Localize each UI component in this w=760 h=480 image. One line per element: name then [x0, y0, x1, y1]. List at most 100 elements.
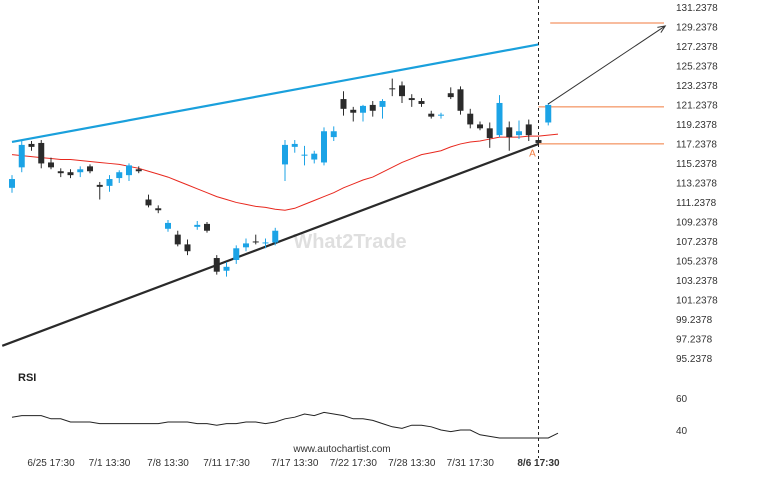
- time-axis: 6/25 17:30 7/1 13:30 7/8 13:30 7/11 17:30 7/…: [27, 458, 560, 469]
- candle-body: [496, 102, 503, 136]
- rsi-tick-label: 60: [676, 394, 688, 405]
- price-tick-label: 95.2378: [676, 354, 713, 365]
- forecast-arrow-line: [547, 25, 666, 105]
- price-tick-label: 127.2378: [676, 42, 718, 53]
- candle-body: [428, 113, 435, 117]
- candle-body: [57, 171, 64, 174]
- candle-body: [516, 131, 522, 136]
- candle-body: [291, 143, 298, 147]
- candle-body: [204, 223, 210, 231]
- candle-body: [145, 199, 152, 206]
- upper-trendline: [11, 43, 539, 144]
- candle-body: [282, 144, 288, 165]
- candle-body: [126, 165, 132, 176]
- candle-body: [477, 124, 483, 129]
- rsi-line: [11, 411, 559, 439]
- price-tick-label: 113.2378: [676, 179, 717, 190]
- pattern-point-label: A: [529, 149, 536, 160]
- candle-body: [165, 222, 171, 229]
- price-tick-label: 119.2378: [676, 120, 717, 131]
- rsi-panel: 60 40: [11, 394, 688, 439]
- price-tick-label: 121.2378: [676, 101, 718, 112]
- level-lines-layer: [538, 22, 664, 145]
- candle-body: [350, 109, 357, 113]
- candle-body: [447, 93, 454, 98]
- candle-body: [467, 113, 474, 125]
- candle-body: [262, 242, 269, 244]
- price-tick-label: 101.2378: [676, 296, 718, 307]
- candle-body: [379, 101, 386, 107]
- moving-average-layer: [11, 133, 559, 211]
- candle-body: [96, 184, 103, 187]
- price-tick-label: 131.2378: [676, 3, 718, 14]
- price-tick-label: 107.2378: [676, 237, 718, 248]
- candle-body: [174, 234, 181, 245]
- candle-body: [301, 154, 308, 156]
- watermark: What2Trade: [293, 231, 406, 253]
- candle-body: [311, 153, 318, 160]
- candle-body: [272, 230, 279, 243]
- forecast-arrowhead: [657, 25, 667, 33]
- time-tick-label: 7/31 17:30: [447, 458, 495, 469]
- price-tick-label: 123.2378: [676, 81, 718, 92]
- candle-body: [545, 104, 552, 123]
- candle-body: [321, 131, 327, 163]
- time-tick-label: 7/1 13:30: [89, 458, 131, 469]
- candle-body: [506, 127, 513, 138]
- candle-body: [330, 131, 337, 138]
- candle-body: [184, 244, 191, 252]
- lower-trendline: [1, 142, 539, 347]
- candle-body: [18, 144, 25, 168]
- candle-body: [252, 241, 259, 243]
- candle-body: [28, 143, 35, 147]
- candle-body: [418, 101, 425, 104]
- candle-body: [535, 140, 542, 143]
- candle-body: [408, 98, 415, 101]
- candle-body: [438, 114, 444, 116]
- time-tick-label: 7/8 13:30: [147, 458, 189, 469]
- candle-body: [155, 208, 162, 211]
- candle-body: [116, 172, 123, 179]
- time-tick-label: 7/22 17:30: [330, 458, 378, 469]
- price-tick-label: 125.2378: [676, 62, 718, 73]
- candle-body: [399, 85, 405, 97]
- forecast-arrow-layer: [547, 25, 667, 105]
- moving-average-line: [11, 133, 559, 211]
- candle-body: [38, 142, 45, 164]
- trendline-layer: [1, 43, 539, 347]
- candle-body: [243, 243, 249, 248]
- candle-body: [457, 89, 464, 111]
- candle-body: [67, 172, 74, 176]
- price-tick-label: 115.2378: [676, 159, 717, 170]
- candle-body: [486, 128, 493, 139]
- time-tick-label: 7/28 13:30: [388, 458, 436, 469]
- candle-body: [194, 224, 201, 227]
- candle-body: [340, 99, 347, 109]
- time-tick-label: 7/17 13:30: [271, 458, 319, 469]
- time-tick-label: 8/6 17:30: [517, 458, 560, 469]
- candle-body: [48, 162, 54, 168]
- candle-body: [106, 179, 113, 186]
- candle-body: [77, 169, 84, 173]
- rsi-tick-label: 40: [676, 426, 688, 437]
- price-tick-label: 105.2378: [676, 257, 718, 268]
- candle-body: [9, 179, 15, 188]
- candle-body: [389, 88, 396, 90]
- candle-body: [135, 169, 142, 172]
- candle-body: [213, 258, 220, 272]
- price-tick-label: 129.2378: [676, 23, 718, 34]
- footer-url: www.autochartist.com: [292, 444, 390, 455]
- candle-body: [525, 124, 532, 136]
- time-tick-label: 7/11 17:30: [203, 458, 250, 469]
- candle-body: [369, 104, 376, 111]
- price-tick-label: 111.2378: [676, 198, 717, 209]
- time-tick-label: 6/25 17:30: [27, 458, 75, 469]
- candles-layer: [9, 78, 552, 277]
- candle-body: [87, 166, 93, 172]
- price-tick-label: 99.2378: [676, 315, 713, 326]
- rsi-label: RSI: [18, 372, 36, 384]
- candle-body: [223, 266, 230, 271]
- candle-body: [360, 105, 366, 113]
